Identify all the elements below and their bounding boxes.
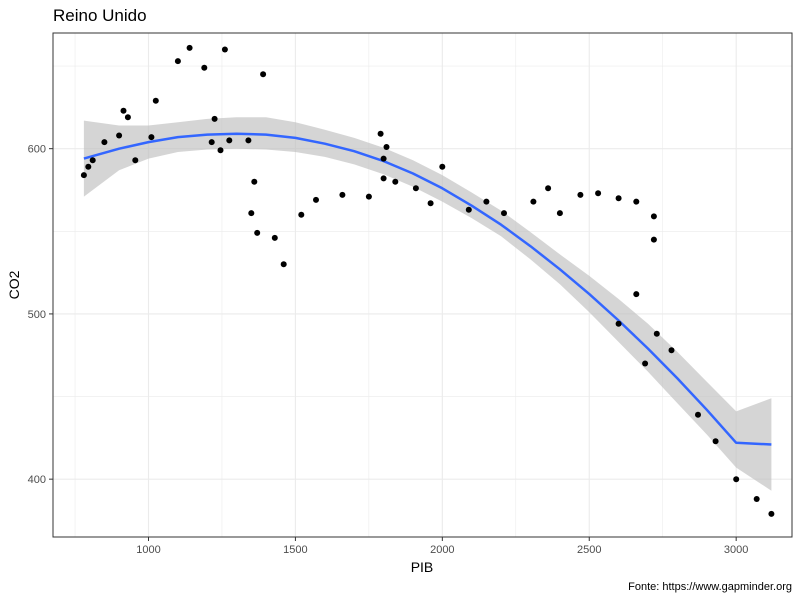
data-point <box>753 496 760 502</box>
data-point <box>615 195 622 202</box>
data-point <box>595 190 602 197</box>
data-point <box>120 107 127 114</box>
data-point <box>101 139 108 146</box>
data-point <box>712 438 719 445</box>
data-point <box>339 191 346 198</box>
data-point <box>254 229 261 236</box>
data-point <box>412 185 419 192</box>
x-tick-label: 2500 <box>577 544 601 556</box>
data-point <box>271 234 278 241</box>
data-point <box>152 97 159 104</box>
data-point <box>298 211 305 218</box>
plot-panel <box>52 32 793 538</box>
data-point <box>260 71 267 78</box>
data-point <box>377 130 384 137</box>
data-point <box>633 291 640 298</box>
data-point <box>545 185 552 192</box>
data-point <box>650 236 657 243</box>
data-point <box>380 155 387 162</box>
x-axis-ticks: 1000 1500 2000 2500 3000 <box>136 537 748 556</box>
data-point <box>733 476 740 483</box>
data-point <box>201 64 208 71</box>
data-point <box>245 137 252 144</box>
data-point <box>501 210 507 217</box>
data-point <box>577 191 584 198</box>
fit-line-layer <box>83 132 772 446</box>
data-point <box>556 210 563 217</box>
data-point <box>248 210 255 217</box>
y-tick-label: 600 <box>28 144 46 156</box>
data-point <box>439 163 446 170</box>
data-point <box>392 178 399 185</box>
data-point <box>383 144 390 150</box>
data-point <box>116 132 123 139</box>
data-point <box>89 157 96 164</box>
x-tick-label: 1000 <box>136 544 160 556</box>
y-axis-title: CO2 <box>6 270 22 299</box>
panel-background <box>53 33 792 537</box>
data-point <box>642 360 649 367</box>
data-point <box>280 261 287 268</box>
x-tick-label: 2000 <box>430 544 454 556</box>
x-tick-label: 1500 <box>283 544 307 556</box>
confidence-ribbon <box>83 117 772 491</box>
y-tick-label: 400 <box>28 474 46 486</box>
data-points <box>80 44 775 517</box>
panel-border <box>52 32 793 538</box>
data-point <box>380 175 387 182</box>
data-point <box>124 114 131 121</box>
data-point <box>465 206 472 213</box>
x-tick-label: 3000 <box>724 544 748 556</box>
data-point <box>85 163 92 170</box>
data-point <box>148 134 155 141</box>
data-point <box>650 213 657 220</box>
data-point <box>313 196 319 203</box>
data-point <box>695 411 701 418</box>
data-point <box>221 46 228 53</box>
source-caption: Fonte: https://www.gapminder.org <box>628 581 792 593</box>
data-point <box>132 157 139 164</box>
data-point <box>365 193 372 200</box>
chart-title: Reino Unido <box>53 6 147 25</box>
data-point <box>615 320 622 327</box>
data-point <box>226 137 233 144</box>
data-point <box>251 178 258 185</box>
data-point <box>653 330 660 337</box>
fit-line <box>83 132 772 446</box>
data-point <box>768 510 775 517</box>
data-point <box>668 347 675 354</box>
data-point <box>211 115 218 122</box>
confidence-ribbon-layer <box>83 117 772 491</box>
data-point <box>80 172 87 179</box>
y-axis-ticks: 400 500 600 <box>28 144 53 486</box>
data-point <box>483 198 490 205</box>
data-point <box>174 58 181 65</box>
data-point <box>217 147 224 154</box>
data-point <box>208 139 215 146</box>
x-axis-title: PIB <box>411 559 434 575</box>
y-tick-label: 500 <box>28 309 46 321</box>
data-point <box>427 200 434 207</box>
data-point <box>633 198 640 205</box>
data-point <box>186 44 193 51</box>
data-point <box>530 198 537 205</box>
